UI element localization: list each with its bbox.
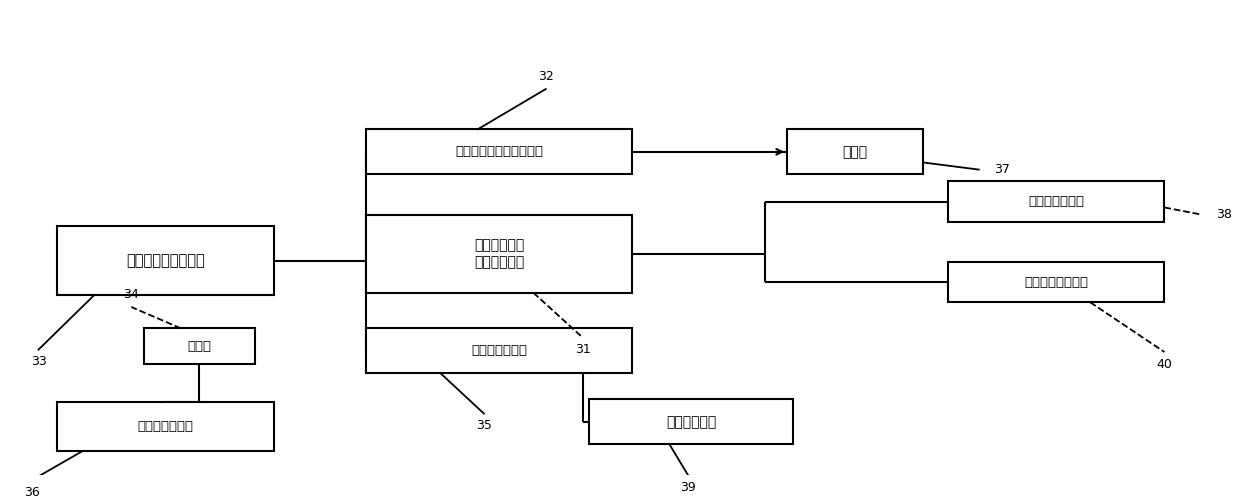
Text: 40: 40: [1157, 358, 1172, 371]
Bar: [787, 129, 923, 174]
Text: 31: 31: [575, 344, 590, 357]
Text: 33: 33: [31, 355, 46, 369]
Text: 37: 37: [993, 163, 1009, 176]
Text: 信号处理电路板: 信号处理电路板: [471, 344, 527, 357]
Bar: [144, 328, 255, 364]
Text: 38: 38: [1216, 208, 1233, 221]
Bar: [366, 129, 632, 174]
Text: 方位角倾角测
量集成电路板: 方位角倾角测 量集成电路板: [474, 239, 525, 269]
Bar: [366, 215, 632, 293]
Text: 39: 39: [681, 481, 696, 494]
Text: 36: 36: [25, 486, 40, 498]
Bar: [366, 328, 632, 374]
Text: 35: 35: [476, 419, 492, 432]
Bar: [57, 402, 274, 452]
Bar: [947, 181, 1164, 222]
Bar: [589, 399, 794, 444]
Bar: [947, 262, 1164, 302]
Text: 视频信号处理控制主路板: 视频信号处理控制主路板: [455, 145, 543, 158]
Bar: [57, 227, 274, 295]
Text: 三轴倾角传感器: 三轴倾角传感器: [1028, 195, 1084, 208]
Text: 自然伽马探头: 自然伽马探头: [666, 415, 717, 429]
Text: 电池组: 电池组: [187, 340, 211, 353]
Text: 34: 34: [124, 288, 139, 301]
Text: 稳压保护电路板: 稳压保护电路板: [138, 420, 193, 433]
Text: 二轴方位角传感器: 二轴方位角传感器: [1024, 275, 1089, 289]
Text: 参数采集控制电路板: 参数采集控制电路板: [126, 253, 205, 268]
Text: 摄像头: 摄像头: [842, 145, 868, 159]
Text: 32: 32: [538, 70, 553, 83]
